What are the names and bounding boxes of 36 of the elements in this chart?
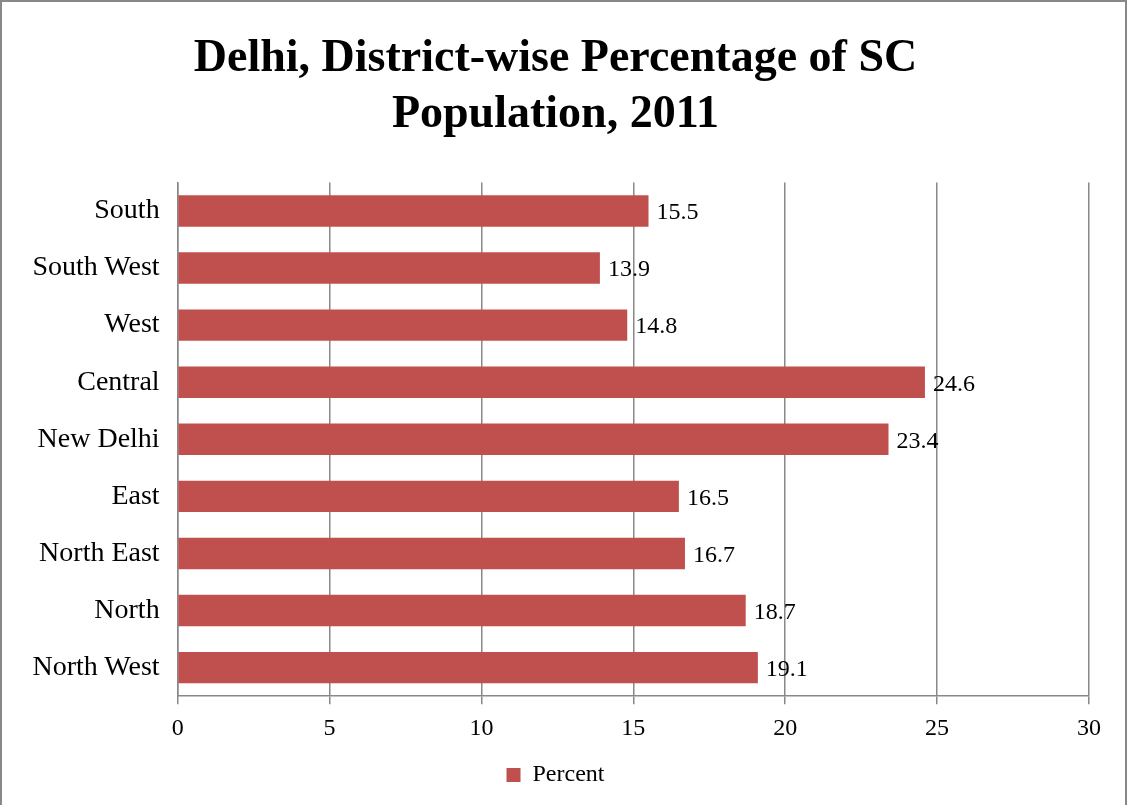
data-label: 16.5	[686, 483, 729, 510]
x-tick-label: 10	[469, 713, 494, 740]
data-label: 15.5	[656, 198, 699, 225]
y-tick-label: Central	[77, 364, 160, 396]
bar	[178, 366, 925, 398]
x-tick-label: 0	[171, 713, 184, 740]
y-tick-label: New Delhi	[37, 421, 160, 453]
bar	[178, 594, 746, 627]
y-tick-label: North West	[32, 650, 160, 682]
x-tick-label: 5	[323, 713, 336, 740]
chart-title: Delhi, District-wise Percentage of SC Population, 2011	[193, 30, 918, 137]
bar	[178, 651, 758, 684]
data-label: 19.1	[765, 654, 808, 681]
data-label: 16.7	[692, 540, 735, 567]
bar	[178, 252, 600, 284]
legend-label: Percent	[532, 760, 605, 787]
y-tick-label: South West	[32, 250, 160, 282]
y-tick-label: East	[111, 478, 160, 510]
bar	[178, 537, 685, 570]
x-tick-label: 15	[621, 713, 646, 740]
data-label: 13.9	[607, 255, 650, 282]
x-tick-label: 30	[1077, 713, 1101, 740]
bar	[178, 423, 889, 455]
bar	[178, 195, 649, 227]
y-tick-label: South	[94, 193, 160, 225]
x-tick-label: 20	[773, 713, 798, 740]
y-tick-label: North East	[39, 535, 160, 567]
data-label: 24.6	[932, 369, 975, 396]
bar	[178, 480, 679, 513]
data-label: 23.4	[896, 426, 939, 453]
data-label: 18.7	[753, 597, 796, 624]
y-tick-label: West	[104, 307, 160, 339]
y-tick-label: North	[94, 592, 160, 624]
x-tick-label: 25	[925, 713, 950, 740]
data-label: 14.8	[635, 312, 678, 339]
bar	[178, 309, 628, 341]
